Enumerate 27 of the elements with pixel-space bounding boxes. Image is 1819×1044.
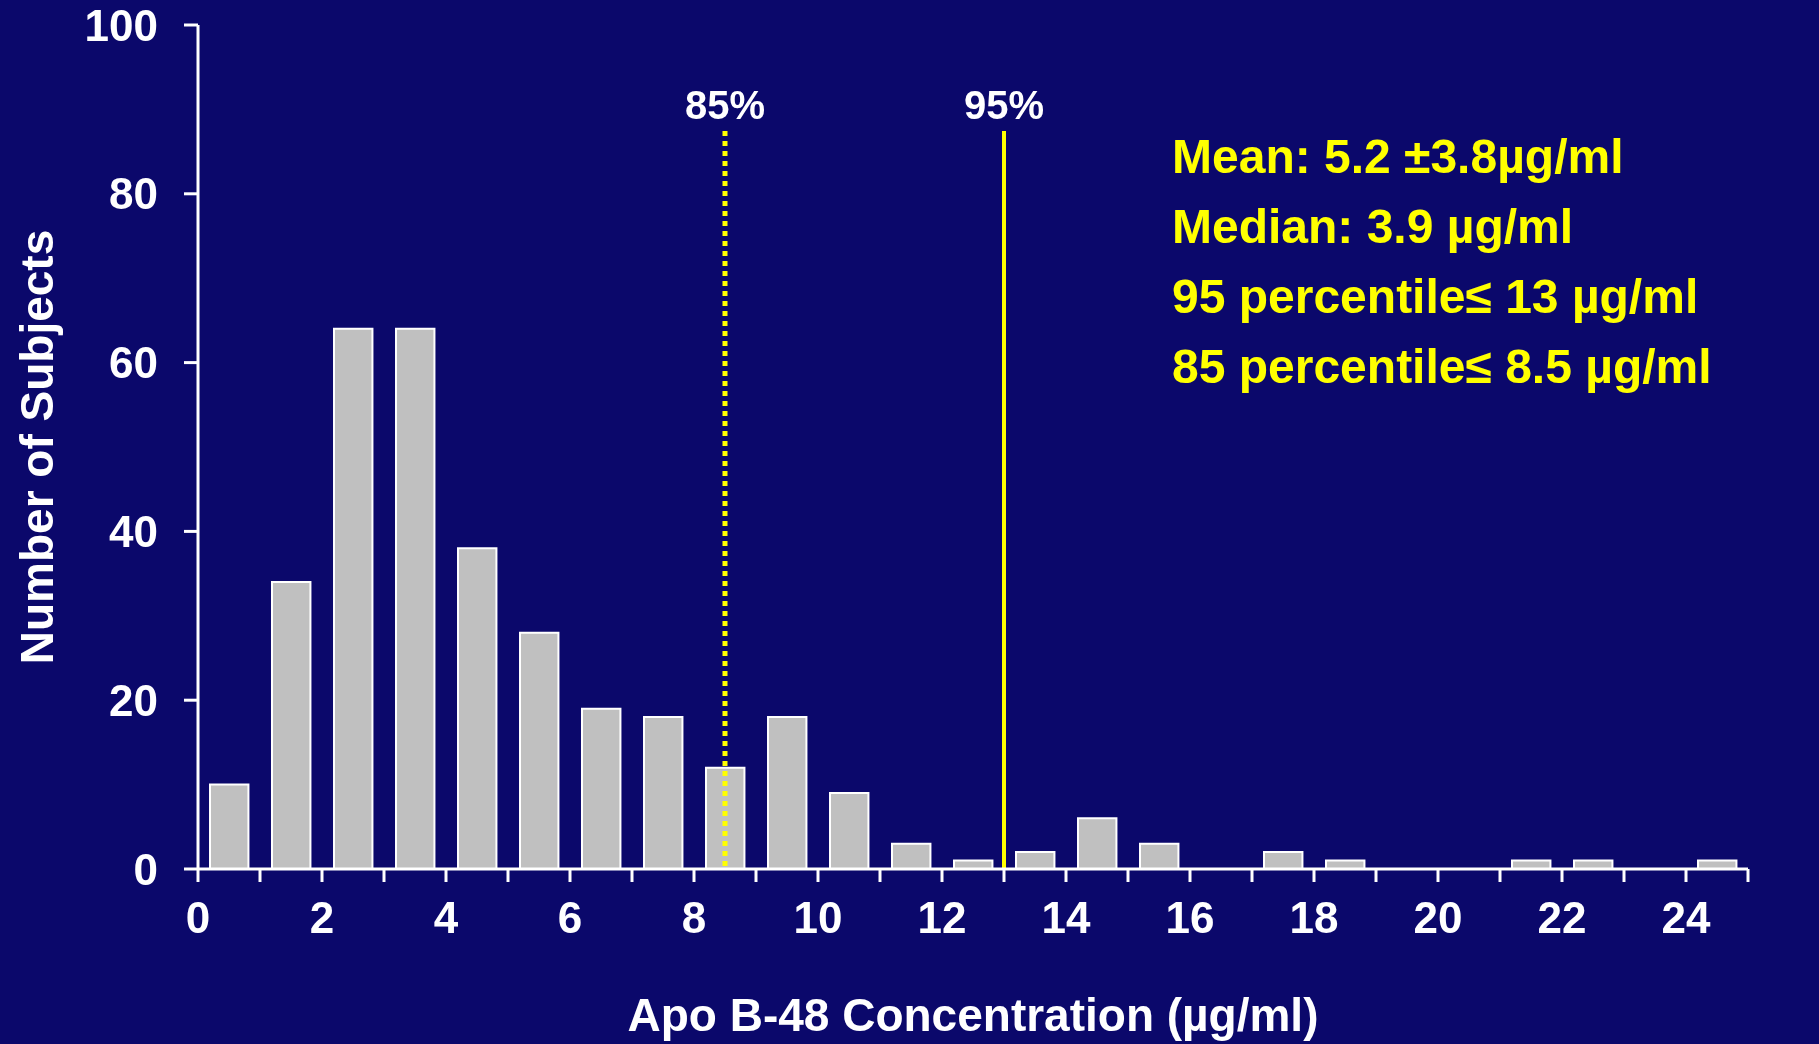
annotation: 95 percentile≤ 13 µg/ml	[1172, 269, 1700, 325]
y-tick-label: 100	[84, 0, 158, 50]
x-tick-label: 18	[1289, 893, 1339, 943]
x-tick-label: 12	[917, 893, 967, 943]
annotation: Mean: 5.2 ±3.8µg/ml	[1172, 129, 1625, 185]
annotation: Median: 3.9 µg/ml	[1172, 199, 1575, 255]
y-tick-label: 0	[133, 844, 158, 894]
annotation: 95%	[963, 83, 1045, 127]
annotation: 85%	[684, 83, 766, 127]
annotation: 85 percentile≤ 8.5 µg/ml	[1172, 339, 1712, 395]
x-tick-label: 14	[1041, 893, 1091, 943]
x-tick-label: 4	[433, 893, 459, 943]
y-axis-title: Number of Subjects	[11, 229, 63, 665]
x-axis-title: Apo B-48 Concentration (µg/ml)	[627, 989, 1319, 1041]
x-tick-label: 10	[793, 893, 843, 943]
x-tick-label: 2	[309, 893, 335, 943]
y-tick-label: 60	[109, 338, 158, 388]
y-tick-label: 40	[109, 507, 158, 557]
x-tick-label: 22	[1537, 893, 1587, 943]
x-tick-label: 24	[1661, 893, 1711, 943]
x-tick-label: 6	[557, 893, 583, 943]
x-tick-label: 16	[1165, 893, 1215, 943]
y-tick-label: 20	[109, 675, 158, 725]
x-tick-label: 20	[1413, 893, 1463, 943]
x-tick-label: 8	[681, 893, 707, 943]
y-tick-label: 80	[109, 169, 158, 219]
x-tick-label: 0	[185, 893, 211, 943]
